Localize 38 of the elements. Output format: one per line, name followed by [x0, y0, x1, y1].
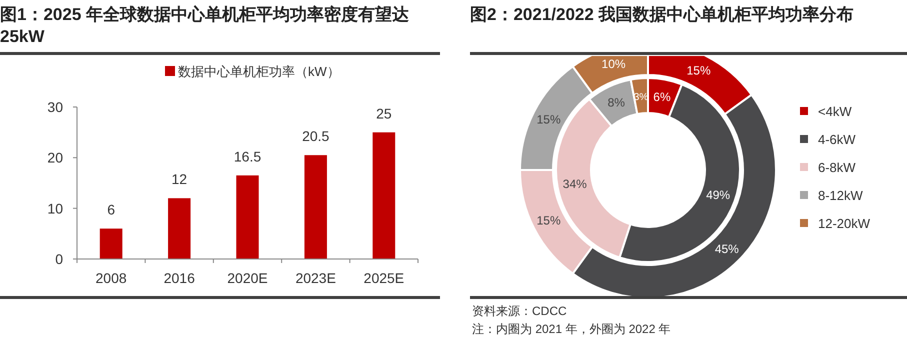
data-label: 6% — [653, 90, 671, 104]
data-label: 16.5 — [234, 148, 262, 164]
legend-label: 数据中心单机柜功率（kW） — [178, 64, 340, 79]
data-label: 15% — [536, 214, 561, 228]
y-tick-label: 10 — [47, 200, 64, 216]
text: 资料来源：CDCC — [472, 303, 567, 320]
x-tick-label: 2008 — [96, 270, 127, 286]
data-label: 34% — [562, 176, 588, 191]
data-label: 20.5 — [302, 128, 330, 144]
x-tick-label: 2016 — [164, 270, 196, 286]
data-label: 8% — [608, 96, 626, 110]
y-tick-label: 30 — [47, 99, 64, 115]
legend-label: 8-12kW — [818, 188, 864, 203]
data-label: 45% — [714, 242, 740, 256]
data-label: 10% — [602, 56, 626, 71]
y-tick-label: 20 — [47, 150, 64, 166]
legend-label: 4-6kW — [818, 132, 856, 147]
bar — [304, 155, 327, 259]
legend-label: 6-8kW — [818, 160, 856, 175]
chart-title: 图2：2021/2022 我国数据中心单机柜平均功率分布 — [470, 4, 855, 26]
x-tick-label: 2020E — [227, 270, 268, 286]
data-label: 15% — [536, 112, 561, 126]
x-tick-label: 2023E — [295, 270, 336, 286]
x-tick-label: 2025E — [364, 270, 404, 286]
data-label: 15% — [686, 64, 711, 78]
bar — [372, 132, 396, 259]
bar — [168, 198, 191, 259]
data-label: 6 — [107, 202, 116, 218]
chart-title: 图1：2025 年全球数据中心单机柜平均功率密度有望达 25kW — [0, 4, 410, 48]
data-label: 49% — [706, 188, 730, 202]
data-label: 12 — [172, 171, 188, 188]
text: 注：内圈为 2021 年，外圈为 2022 年 — [472, 321, 671, 338]
bar — [100, 228, 122, 259]
y-tick-label: 0 — [55, 251, 64, 267]
legend-label: <4kW — [818, 104, 852, 119]
legend-label: 12-20kW — [818, 216, 871, 231]
data-label: 25 — [376, 105, 392, 122]
bar — [236, 175, 259, 259]
